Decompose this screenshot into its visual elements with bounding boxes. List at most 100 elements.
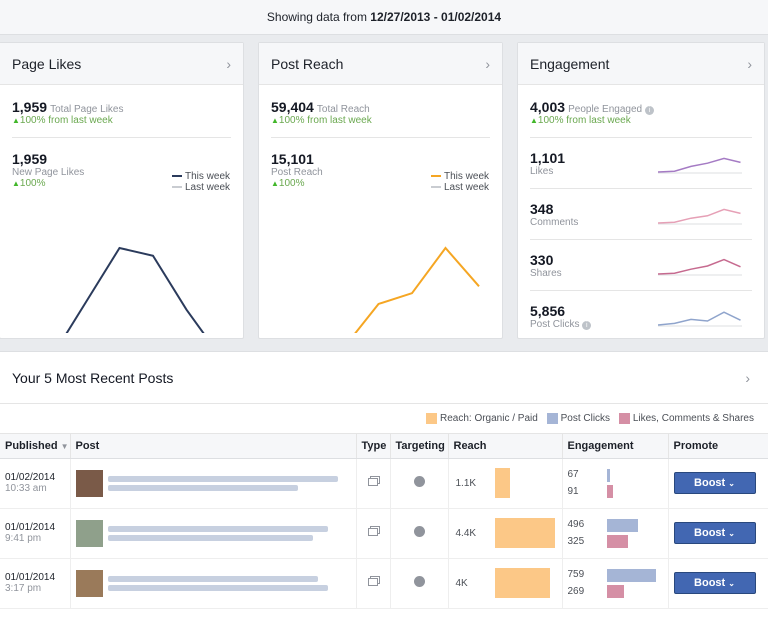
post-reach-header[interactable]: Post Reach › xyxy=(259,43,502,85)
legend-reach: Reach: Organic / Paid xyxy=(439,413,538,424)
published-date: 01/01/2014 xyxy=(5,572,56,583)
sparkline-line xyxy=(658,258,741,275)
lcs-bar xyxy=(606,534,628,548)
post-cell[interactable] xyxy=(70,508,357,559)
published-time: 10:33 am xyxy=(5,483,47,494)
boost-button[interactable]: Boost ⌄ xyxy=(673,522,756,544)
recent-posts-title: Your 5 Most Recent Posts xyxy=(12,370,174,386)
engagement-header[interactable]: Engagement › xyxy=(518,43,764,85)
recent-posts-header[interactable]: Your 5 Most Recent Posts › xyxy=(0,352,768,404)
boost-button[interactable]: Boost ⌄ xyxy=(673,472,756,494)
boost-label: Boost xyxy=(694,527,726,539)
legend-swatch xyxy=(172,186,182,189)
chevron-down-icon: ⌄ xyxy=(728,479,735,488)
up-arrow-icon: ▲ xyxy=(530,116,538,125)
sparkline-line xyxy=(658,311,741,326)
promote-cell: Boost ⌄ xyxy=(668,508,768,559)
col-published[interactable]: Published ▼ xyxy=(0,434,71,459)
col-type: Type xyxy=(356,434,391,459)
engagement-card[interactable]: Engagement › 4,003 People Engaged i ▲100… xyxy=(517,42,765,339)
legend-engagement: Likes, Comments & Shares xyxy=(632,413,754,424)
post-thumbnail[interactable] xyxy=(75,519,103,547)
chevron-right-icon[interactable]: › xyxy=(745,370,750,386)
total-page-likes-pct: 100% from last week xyxy=(19,115,113,126)
engagement-sparkline xyxy=(658,311,742,327)
clicks-value: 759 xyxy=(567,568,585,580)
post-text-blurred[interactable] xyxy=(107,473,338,494)
engagement-metric-value: 5,856 xyxy=(530,303,566,319)
engagement-metric-value: 1,101 xyxy=(530,150,566,166)
globe-icon xyxy=(413,526,425,537)
up-arrow-icon: ▲ xyxy=(271,116,279,125)
promote-cell: Boost ⌄ xyxy=(668,558,768,609)
legend-last-week: Last week xyxy=(444,182,490,193)
published-cell: 01/02/2014 10:33 am xyxy=(0,458,71,509)
published-time: 9:41 pm xyxy=(5,533,42,544)
post-clicks-bar xyxy=(606,518,638,532)
page-likes-card[interactable]: Page Likes › 1,959 Total Page Likes ▲100… xyxy=(0,42,244,339)
engagement-cell: 496 325 xyxy=(562,508,669,559)
lcs-value: 269 xyxy=(567,585,585,597)
post-cell[interactable] xyxy=(70,558,357,609)
people-engaged-label: People Engaged xyxy=(568,104,643,115)
posts-legend: Reach: Organic / Paid Post Clicks Likes,… xyxy=(0,404,768,434)
boost-label: Boost xyxy=(694,577,726,589)
table-row[interactable]: 01/02/2014 10:33 am 1.1K 67 91 Boost ⌄ xyxy=(0,458,768,509)
reach-value: 1.1K xyxy=(455,477,477,489)
legend-swatch xyxy=(431,186,441,189)
legend-swatch xyxy=(618,412,630,424)
up-arrow-icon: ▲ xyxy=(12,179,20,188)
boost-button[interactable]: Boost ⌄ xyxy=(673,572,756,594)
post-thumbnail[interactable] xyxy=(75,469,103,497)
divider xyxy=(271,137,490,138)
reach-cell: 4.4K xyxy=(448,508,563,559)
post-reach-card[interactable]: Post Reach › 59,404 Total Reach ▲100% fr… xyxy=(258,42,503,339)
published-time: 3:17 pm xyxy=(5,583,42,594)
date-range-prefix: Showing data from xyxy=(266,10,371,24)
new-page-likes-pct: 100% xyxy=(19,178,46,189)
table-row[interactable]: 01/01/2014 9:41 pm 4.4K 496 325 Boost ⌄ xyxy=(0,508,768,559)
engagement-sparkline xyxy=(658,157,742,174)
table-row[interactable]: 01/01/2014 3:17 pm 4K 759 269 Boost ⌄ xyxy=(0,558,768,609)
post-reach-title: Post Reach xyxy=(271,56,344,72)
legend-swatch xyxy=(546,412,558,424)
chevron-right-icon[interactable]: › xyxy=(485,56,490,72)
col-engagement: Engagement xyxy=(562,434,669,459)
chevron-down-icon: ⌄ xyxy=(728,579,735,588)
total-page-likes-value: 1,959 xyxy=(12,99,48,115)
col-post: Post xyxy=(70,434,357,459)
divider xyxy=(12,137,231,138)
engagement-metric-row: 5,856 Post Clicks i xyxy=(530,290,752,341)
published-cell: 01/01/2014 9:41 pm xyxy=(0,508,71,559)
people-engaged-value: 4,003 xyxy=(530,99,566,115)
sort-down-icon[interactable]: ▼ xyxy=(60,441,69,451)
boost-label: Boost xyxy=(694,477,726,489)
post-thumbnail[interactable] xyxy=(75,569,103,597)
lcs-value: 91 xyxy=(567,485,579,497)
up-arrow-icon: ▲ xyxy=(271,179,279,188)
post-text-blurred[interactable] xyxy=(107,523,328,544)
chevron-right-icon[interactable]: › xyxy=(747,56,752,72)
post-reach-chart: FriSatSunMonTueWedThu xyxy=(354,246,480,333)
page-likes-header[interactable]: Page Likes › xyxy=(0,43,243,85)
col-targeting: Targeting xyxy=(390,434,449,459)
info-icon[interactable]: i xyxy=(582,321,592,330)
info-icon[interactable]: i xyxy=(645,106,655,115)
reach-bar xyxy=(494,517,555,548)
chevron-right-icon[interactable]: › xyxy=(226,56,231,72)
posts-table: Published ▼ Post Type Targeting Reach En… xyxy=(0,434,768,609)
globe-icon xyxy=(413,576,425,587)
post-cell[interactable] xyxy=(70,458,357,509)
post-text-blurred[interactable] xyxy=(107,573,328,594)
engagement-metric-value: 348 xyxy=(530,201,554,217)
post-reach-value: 15,101 xyxy=(271,151,314,167)
engagement-metric-row: 1,101 Likes xyxy=(530,137,752,188)
lcs-value: 325 xyxy=(567,535,585,547)
type-cell xyxy=(356,508,391,559)
legend-this-week: This week xyxy=(185,171,231,182)
engagement-metric-label: Shares xyxy=(530,268,562,279)
up-arrow-icon: ▲ xyxy=(12,116,20,125)
published-date: 01/02/2014 xyxy=(5,472,56,483)
post-clicks-bar xyxy=(606,468,610,482)
engagement-sparkline xyxy=(658,208,742,225)
